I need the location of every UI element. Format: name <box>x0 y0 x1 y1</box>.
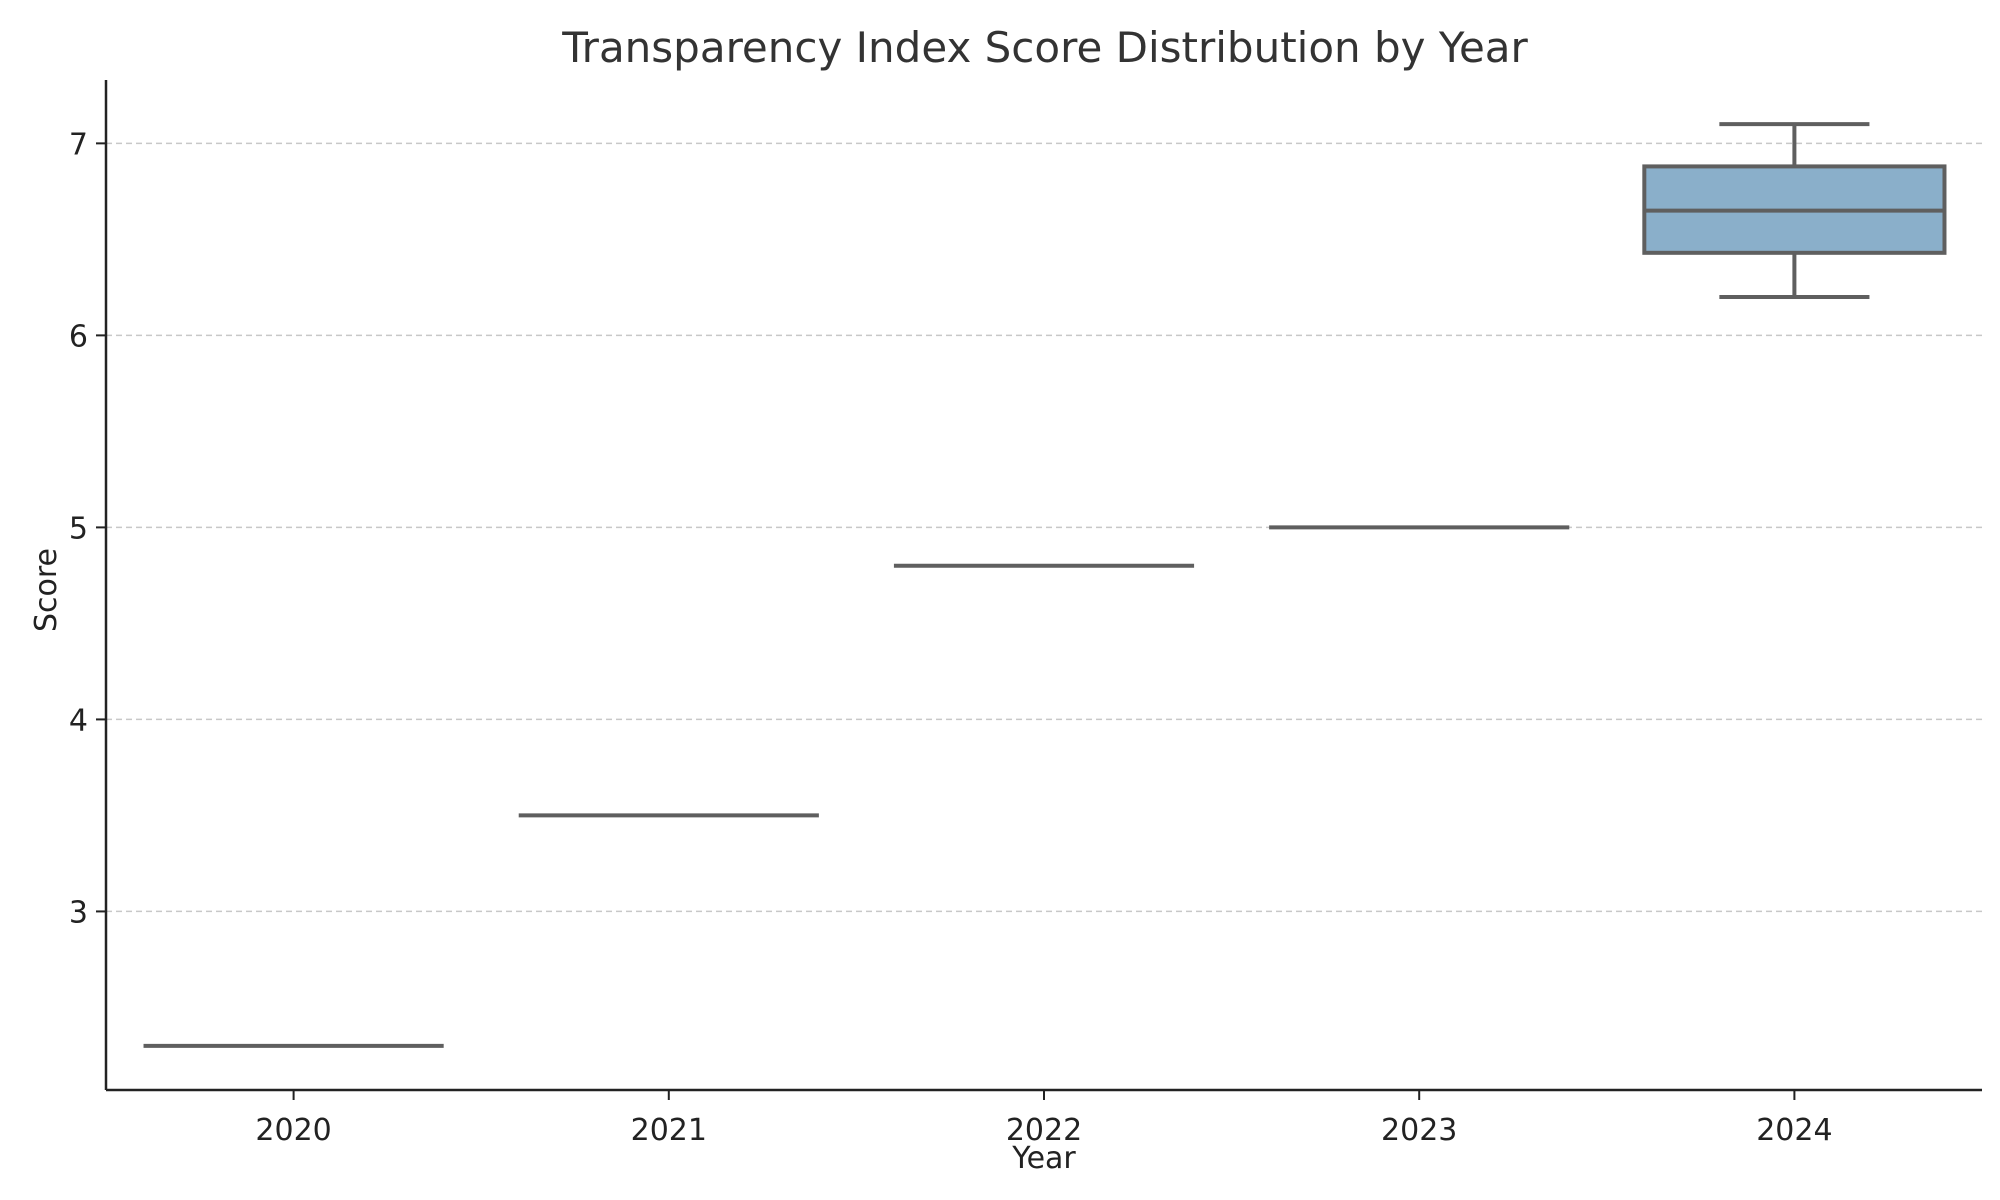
y-tick-label: 7 <box>69 127 88 162</box>
x-axis-label: Year <box>1011 1141 1076 1176</box>
y-tick-label: 5 <box>69 511 88 546</box>
x-tick-label: 2021 <box>631 1113 707 1148</box>
x-tick-label: 2023 <box>1381 1113 1457 1148</box>
box-2024 <box>1642 122 1947 299</box>
x-ticks: 2020 2021 2022 2023 2024 <box>255 1090 1833 1148</box>
x-tick-label: 2020 <box>255 1113 331 1148</box>
x-tick-label: 2024 <box>1756 1113 1832 1148</box>
x-tick-label: 2022 <box>1006 1113 1082 1148</box>
y-axis-label: Score <box>29 548 64 632</box>
y-ticks: 3 4 5 6 7 <box>69 127 106 930</box>
y-tick-label: 4 <box>69 703 88 738</box>
chart-title: Transparency Index Score Distribution by… <box>561 23 1528 72</box>
y-tick-label: 6 <box>69 319 88 354</box>
box-layer <box>143 122 1947 1048</box>
y-tick-label: 3 <box>69 895 88 930</box>
grid-layer <box>106 142 1982 913</box>
